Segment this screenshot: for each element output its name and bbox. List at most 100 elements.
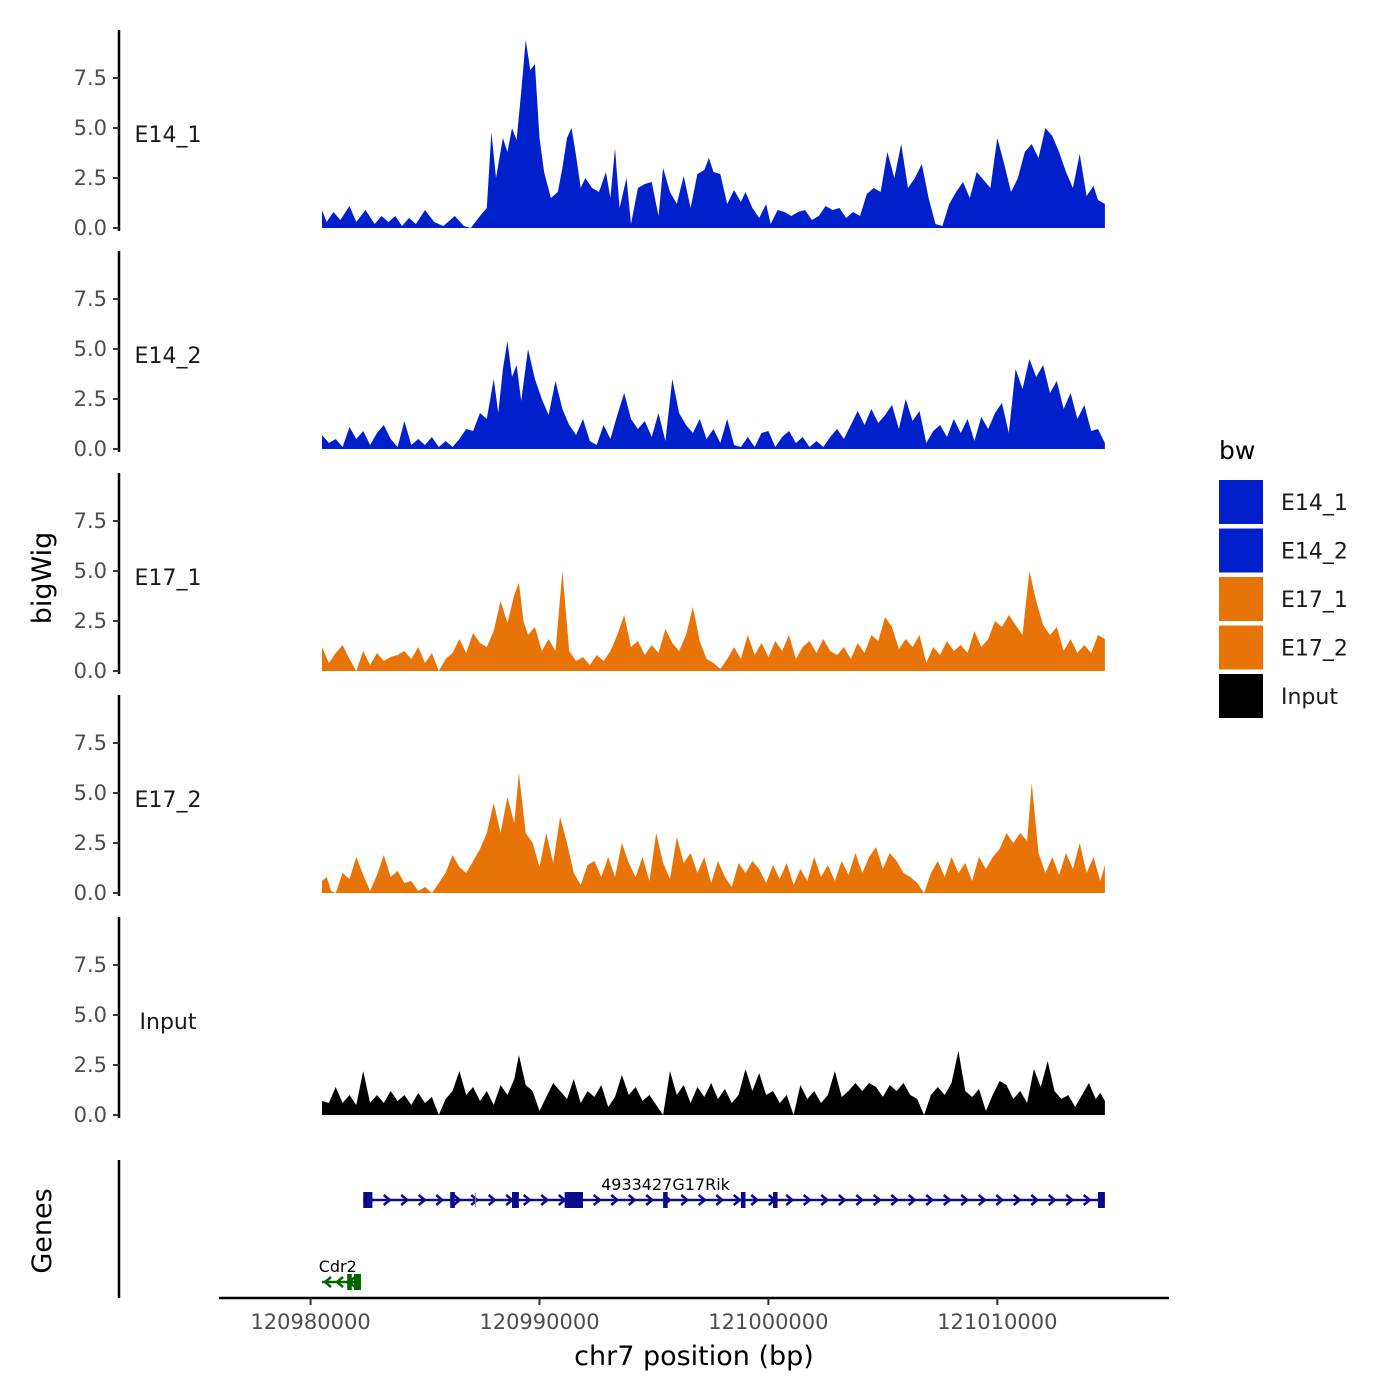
- track-e17-1: 0.0 2.5 5.0 7.5 E17_1: [74, 473, 1105, 683]
- gene-name-label: Cdr2: [319, 1257, 357, 1276]
- gene-name-label: 4933427G17Rik: [601, 1175, 731, 1194]
- strand-chevron: [323, 1276, 332, 1288]
- y-tick-label: 7.5: [74, 731, 107, 755]
- strand-chevron: [592, 1194, 602, 1206]
- gene-exon: [663, 1192, 668, 1208]
- strand-chevron: [452, 1194, 462, 1206]
- track-label: E14_2: [135, 344, 202, 369]
- track-e14-2: 0.0 2.5 5.0 7.5 E14_2: [74, 251, 1105, 461]
- track-e17-2: 0.0 2.5 5.0 7.5 E17_2: [74, 695, 1105, 905]
- y-tick-label: 5.0: [74, 337, 107, 361]
- x-tick-label: 120990000: [479, 1310, 599, 1334]
- strand-chevron: [1082, 1194, 1092, 1206]
- strand-chevron: [1047, 1194, 1057, 1206]
- bigwig-tracks: 0.0 2.5 5.0 7.5 E14_1 0.0 2.5 5.0 7.5 E14_2 0.0 2.5…: [74, 30, 1105, 1127]
- strand-chevron: [435, 1194, 445, 1206]
- legend-label: Input: [1281, 685, 1338, 710]
- x-tick-label: 121010000: [937, 1310, 1057, 1334]
- strand-chevron: [610, 1194, 620, 1206]
- y-tick-label: 7.5: [74, 66, 107, 90]
- gene-exon: [347, 1274, 352, 1290]
- legend: bw E14_1 E14_2 E17_1 E17_2 Input: [1219, 436, 1348, 718]
- track-e14-1: 0.0 2.5 5.0 7.5 E14_1: [74, 30, 1105, 240]
- y-tick-label: 0.0: [74, 437, 107, 461]
- y-tick-label: 0.0: [74, 216, 107, 240]
- y-tick-label: 2.5: [74, 166, 107, 190]
- strand-chevron: [890, 1194, 900, 1206]
- y-tick-label: 7.5: [74, 287, 107, 311]
- gene-exon: [450, 1192, 455, 1208]
- strand-chevron: [820, 1194, 830, 1206]
- strand-chevron: [1065, 1194, 1075, 1206]
- strand-chevron: [925, 1194, 935, 1206]
- strand-chevron: [680, 1194, 690, 1206]
- strand-chevron: [382, 1194, 392, 1206]
- strand-chevron: [627, 1194, 637, 1206]
- signal-area: [322, 773, 1105, 893]
- gene-cdr2: Cdr2: [319, 1257, 361, 1290]
- strand-chevron: [942, 1194, 952, 1206]
- gene-exon: [1098, 1192, 1105, 1208]
- signal-area: [322, 40, 1105, 228]
- y-tick-label: 2.5: [74, 831, 107, 855]
- track-label: Input: [140, 1010, 197, 1035]
- y-tick-label: 0.0: [74, 881, 107, 905]
- track-label: E14_1: [135, 123, 202, 148]
- legend-swatch: [1219, 480, 1263, 524]
- legend-label: E17_2: [1281, 637, 1348, 662]
- signal-area: [322, 341, 1105, 449]
- gene-exon: [363, 1192, 373, 1208]
- strand-chevron: [995, 1194, 1005, 1206]
- genes-axis-title: Genes: [27, 1188, 58, 1273]
- legend-swatch: [1219, 528, 1263, 573]
- gene-exon: [740, 1192, 746, 1208]
- y-tick-label: 7.5: [74, 509, 107, 533]
- strand-chevron: [907, 1194, 917, 1206]
- y-tick-label: 5.0: [74, 116, 107, 140]
- gene-exon: [772, 1192, 778, 1208]
- legend-title: bw: [1219, 436, 1255, 465]
- strand-chevron: [977, 1194, 987, 1206]
- signal-area: [322, 1051, 1105, 1115]
- strand-chevron: [732, 1194, 742, 1206]
- legend-swatch: [1219, 577, 1263, 621]
- gene-exon: [354, 1274, 361, 1290]
- strand-chevron: [540, 1194, 550, 1206]
- strand-chevron: [855, 1194, 865, 1206]
- gene-exon: [564, 1192, 583, 1208]
- strand-chevron: [400, 1194, 410, 1206]
- y-tick-label: 5.0: [74, 1003, 107, 1027]
- y-tick-label: 2.5: [74, 387, 107, 411]
- y-tick-label: 0.0: [74, 659, 107, 683]
- legend-swatch: [1219, 674, 1263, 718]
- signal-area: [322, 571, 1105, 671]
- strand-chevron: [1030, 1194, 1040, 1206]
- strand-chevron: [417, 1194, 427, 1206]
- strand-chevron: [750, 1194, 760, 1206]
- strand-chevron: [872, 1194, 882, 1206]
- strand-chevron: [470, 1194, 480, 1206]
- strand-chevron: [960, 1194, 970, 1206]
- strand-chevron: [522, 1194, 532, 1206]
- strand-chevron: [1012, 1194, 1022, 1206]
- track-label: E17_1: [135, 566, 202, 591]
- y-axis-title: bigWig: [27, 532, 58, 625]
- track-input: 0.0 2.5 5.0 7.5 Input: [74, 917, 1105, 1127]
- strand-chevron: [837, 1194, 847, 1206]
- strand-chevron: [802, 1194, 812, 1206]
- legend-label: E14_1: [1281, 491, 1348, 516]
- x-axis: 120980000 120990000 121000000 121010000: [219, 1296, 1169, 1334]
- y-tick-label: 5.0: [74, 559, 107, 583]
- x-tick-label: 121000000: [708, 1310, 828, 1334]
- genes-panel: 4933427G17Rik Cdr2: [117, 1160, 1105, 1298]
- strand-chevron: [785, 1194, 795, 1206]
- legend-label: E14_2: [1281, 540, 1348, 565]
- legend-label: E17_1: [1281, 588, 1348, 613]
- y-tick-label: 2.5: [74, 1053, 107, 1077]
- y-tick-label: 7.5: [74, 953, 107, 977]
- track-label: E17_2: [135, 788, 202, 813]
- gene-4933427g17rik: 4933427G17Rik: [363, 1175, 1105, 1208]
- gene-exon: [512, 1192, 519, 1208]
- legend-swatch: [1219, 625, 1263, 670]
